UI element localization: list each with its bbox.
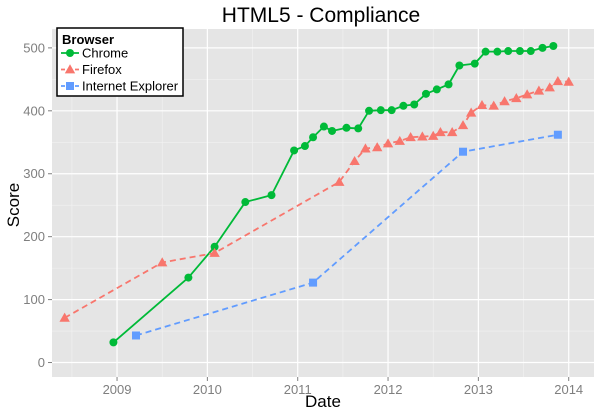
chrome-point bbox=[109, 338, 118, 347]
chrome-point bbox=[184, 273, 193, 282]
chrome-point bbox=[342, 123, 351, 132]
legend-title: Browser bbox=[62, 32, 114, 47]
chrome-point bbox=[493, 47, 502, 56]
firefox-point bbox=[457, 120, 469, 130]
firefox-point bbox=[360, 143, 371, 153]
internet-explorer-point bbox=[553, 130, 562, 139]
grid-minor bbox=[52, 29, 594, 377]
chrome-point bbox=[410, 100, 419, 109]
chrome-point bbox=[432, 85, 441, 94]
firefox-point bbox=[157, 257, 168, 267]
chrome-point bbox=[267, 191, 276, 200]
firefox-point bbox=[428, 130, 439, 140]
y-tick-label: 500 bbox=[23, 40, 45, 55]
firefox-point bbox=[59, 312, 70, 322]
firefox-point bbox=[349, 155, 360, 166]
chrome-point bbox=[549, 41, 558, 50]
chrome-legend-marker bbox=[66, 49, 74, 57]
x-tick-label: 2009 bbox=[103, 382, 132, 397]
chrome-point bbox=[365, 106, 374, 115]
x-tick-label: 2014 bbox=[554, 382, 583, 397]
firefox-point bbox=[552, 76, 564, 86]
chrome-point bbox=[376, 106, 385, 115]
y-tick-label: 0 bbox=[38, 355, 45, 370]
chrome-point bbox=[241, 198, 250, 207]
internet-explorer-point bbox=[309, 278, 318, 287]
x-tick-label: 2010 bbox=[193, 382, 222, 397]
chrome-point bbox=[399, 101, 408, 110]
y-tick-label: 400 bbox=[23, 103, 45, 118]
firefox-point bbox=[382, 138, 394, 148]
internet-explorer-point bbox=[459, 147, 468, 156]
chrome-point bbox=[290, 146, 299, 155]
firefox-point bbox=[521, 89, 533, 99]
y-tick-label: 100 bbox=[23, 292, 45, 307]
firefox-legend-marker bbox=[64, 64, 76, 74]
firefox-point bbox=[488, 100, 499, 110]
y-tick-label: 300 bbox=[23, 166, 45, 181]
x-axis: 2009 2010 2011 2012 2013 2014 bbox=[103, 377, 583, 397]
chrome-point bbox=[210, 242, 219, 251]
chrome-point bbox=[387, 106, 396, 115]
y-tick-label: 200 bbox=[23, 229, 45, 244]
firefox-point bbox=[476, 99, 488, 110]
chrome-point bbox=[470, 59, 479, 68]
x-tick-label: 2012 bbox=[374, 382, 403, 397]
chrome-point bbox=[526, 47, 535, 56]
x-axis-title: Date bbox=[305, 392, 341, 411]
firefox-point bbox=[499, 96, 510, 106]
chrome-point bbox=[444, 80, 453, 89]
firefox-point bbox=[544, 82, 555, 92]
chart-title: HTML5 - Compliance bbox=[222, 4, 420, 27]
chrome-point bbox=[538, 43, 547, 52]
chrome-point bbox=[309, 133, 318, 142]
chrome-point bbox=[421, 89, 430, 98]
chrome-point bbox=[300, 142, 309, 151]
chrome-point bbox=[515, 47, 524, 56]
x-tick-label: 2011 bbox=[284, 382, 312, 397]
firefox-point bbox=[372, 142, 383, 152]
firefox-point bbox=[511, 93, 522, 103]
chrome-point bbox=[455, 61, 464, 70]
internet-explorer-line bbox=[135, 133, 559, 337]
firefox-point bbox=[533, 85, 545, 95]
internet-explorer-point bbox=[132, 331, 141, 340]
firefox-point bbox=[465, 107, 477, 117]
firefox-point bbox=[394, 135, 405, 145]
firefox-point bbox=[563, 76, 574, 86]
y-axis-title: Score bbox=[4, 183, 23, 227]
chrome-point bbox=[354, 124, 363, 133]
chrome-legend-label: Chrome bbox=[82, 46, 128, 61]
chrome-point bbox=[504, 47, 513, 56]
firefox-point bbox=[417, 131, 428, 141]
series-layer bbox=[59, 41, 574, 347]
legend-box bbox=[56, 27, 184, 97]
firefox-point bbox=[334, 176, 345, 186]
chrome-point bbox=[319, 122, 328, 131]
chrome-point bbox=[481, 47, 490, 56]
x-tick-label: 2013 bbox=[464, 382, 493, 397]
firefox-point bbox=[446, 127, 458, 137]
firefox-point bbox=[405, 132, 416, 142]
firefox-point bbox=[209, 247, 220, 257]
internet-explorer-legend-label: Internet Explorer bbox=[82, 79, 179, 94]
internet-explorer-legend-marker bbox=[66, 82, 74, 90]
y-axis: 0 100 200 300 400 500 bbox=[23, 40, 52, 370]
firefox-legend-label: Firefox bbox=[82, 62, 122, 77]
grid-major bbox=[52, 29, 594, 377]
firefox-point bbox=[435, 127, 446, 137]
chrome-point bbox=[328, 126, 337, 135]
